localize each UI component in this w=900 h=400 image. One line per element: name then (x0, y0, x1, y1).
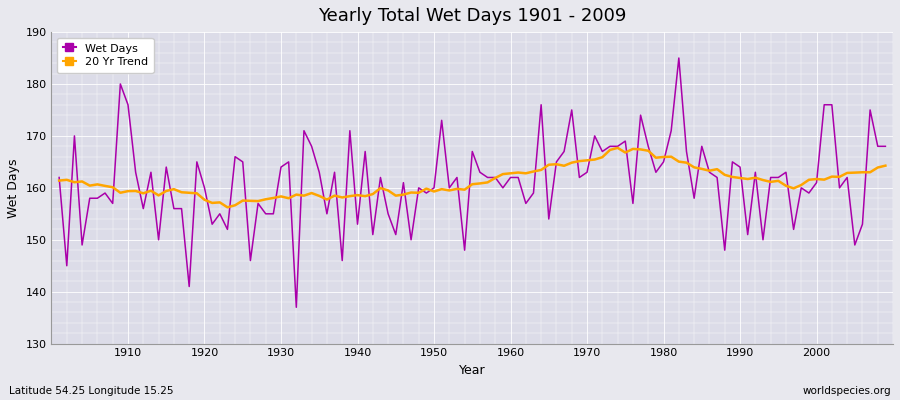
X-axis label: Year: Year (459, 364, 486, 377)
Text: Latitude 54.25 Longitude 15.25: Latitude 54.25 Longitude 15.25 (9, 386, 174, 396)
Title: Yearly Total Wet Days 1901 - 2009: Yearly Total Wet Days 1901 - 2009 (318, 7, 626, 25)
Y-axis label: Wet Days: Wet Days (7, 158, 20, 218)
Legend: Wet Days, 20 Yr Trend: Wet Days, 20 Yr Trend (57, 38, 154, 73)
Text: worldspecies.org: worldspecies.org (803, 386, 891, 396)
